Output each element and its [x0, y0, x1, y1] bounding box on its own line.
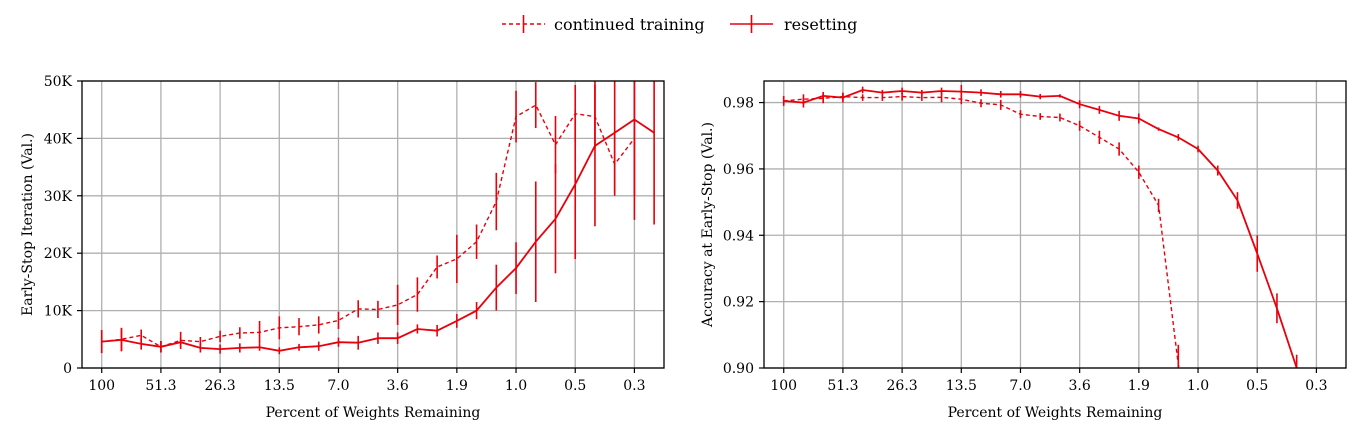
x-tick-label: 100 — [88, 378, 115, 394]
x-tick-label: 51.3 — [145, 378, 176, 394]
x-axis-label: Percent of Weights Remaining — [266, 405, 481, 421]
x-tick-label: 0.5 — [1246, 378, 1268, 394]
x-axis-label: Percent of Weights Remaining — [948, 405, 1163, 421]
series-line-continued — [783, 95, 1181, 368]
x-tick-label: 1.9 — [446, 378, 468, 394]
x-tick-label: 51.3 — [827, 378, 858, 394]
x-tick-label: 3.6 — [387, 378, 409, 394]
y-tick-label: 0.92 — [723, 295, 754, 311]
x-tick-label: 0.3 — [1305, 378, 1327, 394]
x-tick-label: 1.0 — [505, 378, 527, 394]
y-tick-label: 0.94 — [723, 228, 754, 244]
x-tick-label: 13.5 — [946, 378, 977, 394]
y-tick-label: 0.98 — [723, 96, 754, 112]
legend: continued training resetting — [502, 15, 857, 34]
plot-frame — [81, 80, 665, 369]
y-tick-label: 0.96 — [723, 162, 754, 178]
x-tick-label: 26.3 — [205, 378, 236, 394]
y-axis-label: Early-Stop Iteration (Val.) — [20, 133, 36, 316]
y-tick-label: 40K — [44, 131, 73, 147]
legend-resetting-label: resetting — [784, 15, 857, 34]
series-line-continued — [101, 104, 635, 348]
x-tick-label: 1.0 — [1187, 378, 1209, 394]
x-tick-label: 13.5 — [264, 378, 295, 394]
x-tick-label: 100 — [770, 378, 797, 394]
x-tick-label: 0.3 — [623, 378, 645, 394]
y-tick-label: 20K — [44, 246, 73, 262]
x-tick-label: 26.3 — [887, 378, 918, 394]
series-line-resetting — [783, 89, 1298, 368]
x-tick-label: 7.0 — [1009, 378, 1031, 394]
y-tick-label: 10K — [44, 304, 73, 320]
y-tick-label: 30K — [44, 189, 73, 205]
plot-frame — [763, 80, 1347, 369]
x-tick-label: 7.0 — [327, 378, 349, 394]
x-tick-label: 0.5 — [564, 378, 586, 394]
x-tick-label: 1.9 — [1128, 378, 1150, 394]
x-tick-label: 3.6 — [1069, 378, 1091, 394]
y-tick-label: 0 — [63, 361, 72, 377]
legend-continued-label: continued training — [554, 15, 705, 34]
y-tick-label: 0.90 — [723, 361, 754, 377]
y-axis-label: Accuracy at Early-Stop (Val.) — [700, 122, 716, 328]
y-tick-label: 50K — [44, 74, 73, 90]
chart-accuracy-early-stop: 100 51.3 26.3 13.5 7.0 3.6 1.9 1.0 0.5 0.3 0.90 0.9… — [700, 80, 1347, 421]
chart-early-stop-iteration: 100 51.3 26.3 13.5 7.0 3.6 1.9 1.0 0.5 0.3 0 10K 20K… — [20, 74, 665, 421]
